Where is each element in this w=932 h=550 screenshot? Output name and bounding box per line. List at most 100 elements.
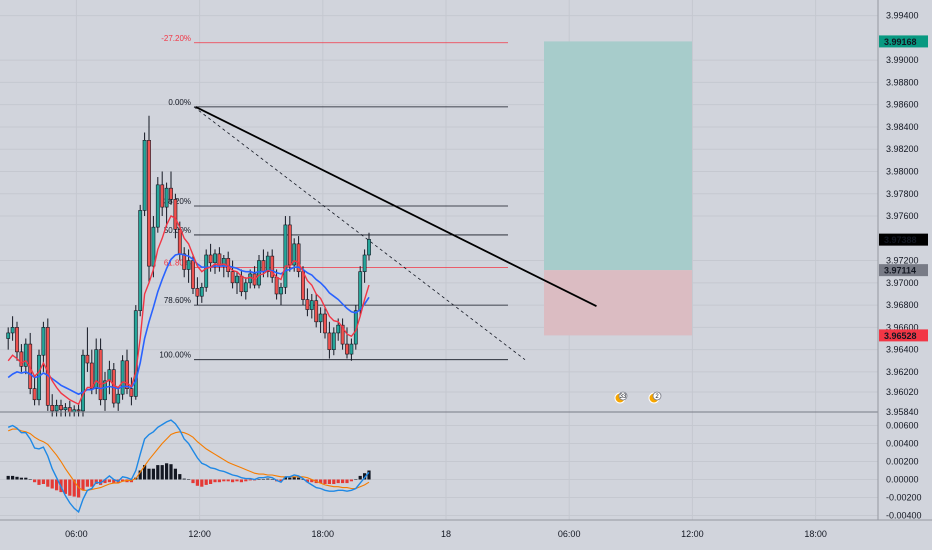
candle-body: [301, 271, 305, 300]
candle-body: [230, 271, 235, 284]
candle-body: [367, 239, 371, 256]
candle-body: [125, 360, 129, 389]
price-tick-label: 3.96600: [886, 322, 919, 332]
price-tick-label: 3.98000: [886, 166, 919, 176]
macd-histogram-bar: [204, 479, 208, 485]
price-badge-label: 3.99168: [884, 37, 917, 47]
event-count-badge: [618, 391, 628, 401]
candle-body: [32, 388, 37, 401]
macd-histogram-bar: [24, 477, 28, 480]
candle-body: [182, 253, 187, 270]
candle-body: [177, 229, 182, 255]
macd-histogram-bar: [244, 479, 248, 482]
candle-body: [59, 405, 63, 411]
macd-histogram-bar: [367, 470, 371, 480]
candle-body: [199, 286, 204, 297]
macd-histogram-bar: [81, 479, 85, 491]
position-stop-zone: [544, 270, 692, 336]
candle-body: [98, 349, 103, 401]
macd-histogram-bar: [363, 473, 367, 480]
macd-histogram-bar: [187, 479, 191, 480]
candle-body: [261, 260, 266, 272]
candle-body: [287, 224, 292, 266]
time-tick-label: 18:00: [312, 529, 335, 539]
candle-body: [358, 271, 363, 311]
price-tick-label: 3.98400: [886, 122, 919, 132]
macd-histogram-bar: [121, 479, 125, 482]
candle-body: [120, 360, 125, 395]
macd-histogram-bar: [231, 479, 235, 483]
trendline: [195, 106, 597, 308]
macd-histogram-bar: [77, 479, 81, 498]
macd-histogram-bar: [292, 476, 296, 480]
candle-body: [195, 288, 200, 297]
price-tick-label: 3.96400: [886, 345, 919, 355]
fib-level-label: 78.60%: [164, 296, 191, 305]
candle-body: [6, 332, 11, 339]
macd-histogram-bar: [72, 479, 76, 497]
candle-body: [257, 260, 261, 286]
price-badge-label: 3.97388: [884, 235, 917, 245]
macd-line: [7, 419, 370, 514]
macd-histogram-bar: [178, 474, 182, 480]
macd-histogram-bar: [341, 479, 345, 484]
macd-histogram-bar: [354, 479, 358, 480]
macd-histogram-bar: [151, 468, 155, 480]
candle-body: [349, 343, 354, 355]
candle-body: [19, 351, 24, 367]
candle-body: [164, 187, 169, 208]
macd-histogram-bar: [15, 476, 19, 480]
macd-histogram-bar: [63, 479, 67, 494]
macd-histogram-bar: [239, 479, 243, 483]
indicator-tick-label: 0.00000: [886, 475, 919, 485]
price-tick-label: 3.96200: [886, 367, 919, 377]
price-badge-label: 3.97114: [884, 266, 916, 276]
time-tick-label: 12:00: [681, 529, 704, 539]
macd-histogram-bar: [68, 479, 72, 496]
price-tick-label: 3.96800: [886, 300, 919, 310]
candle-body: [15, 327, 19, 353]
price-tick-label: 3.97000: [886, 278, 919, 288]
fib-level-label: 100.00%: [159, 351, 191, 360]
macd-histogram-bar: [301, 479, 305, 480]
candle-body: [54, 405, 59, 412]
candle-body: [274, 276, 279, 295]
candle-body: [133, 310, 138, 397]
indicator-tick-label: 0.00200: [886, 457, 919, 467]
macd-histogram-bar: [6, 475, 10, 480]
macd-histogram-bar: [261, 479, 265, 480]
macd-histogram-bar: [235, 479, 239, 482]
candle-body: [318, 313, 323, 323]
event-count-label: 33: [620, 394, 627, 400]
macd-histogram-bar: [305, 479, 309, 483]
candle-body: [41, 327, 46, 356]
candle-body: [213, 253, 217, 264]
candle-body: [296, 243, 301, 272]
macd-histogram-bar: [165, 463, 169, 480]
candle-body: [345, 343, 349, 355]
candle-body: [81, 354, 85, 412]
indicator-tick-label: -0.00400: [886, 511, 922, 521]
macd-histogram-bar: [323, 479, 327, 484]
macd-histogram-bar: [358, 475, 362, 480]
macd-histogram-bar: [222, 479, 226, 482]
macd-histogram-bar: [169, 464, 173, 480]
time-tick-label: 12:00: [188, 529, 211, 539]
macd-histogram-bar: [191, 479, 195, 484]
macd-histogram-bar: [103, 479, 107, 484]
macd-histogram-bar: [156, 465, 160, 480]
price-badge: [879, 35, 928, 48]
candle-body: [50, 405, 55, 412]
macd-histogram-bar: [33, 479, 37, 483]
candle-body: [265, 255, 270, 272]
candle-body: [305, 299, 310, 310]
price-badge: [879, 233, 928, 246]
candle-body: [63, 407, 68, 411]
fib-level-label: 61.80%: [164, 258, 191, 267]
event-count-label: 2: [655, 394, 659, 400]
macd-histogram-bar: [11, 475, 15, 480]
candle-body: [23, 343, 28, 367]
fib-level-label: 38.20%: [164, 197, 191, 206]
